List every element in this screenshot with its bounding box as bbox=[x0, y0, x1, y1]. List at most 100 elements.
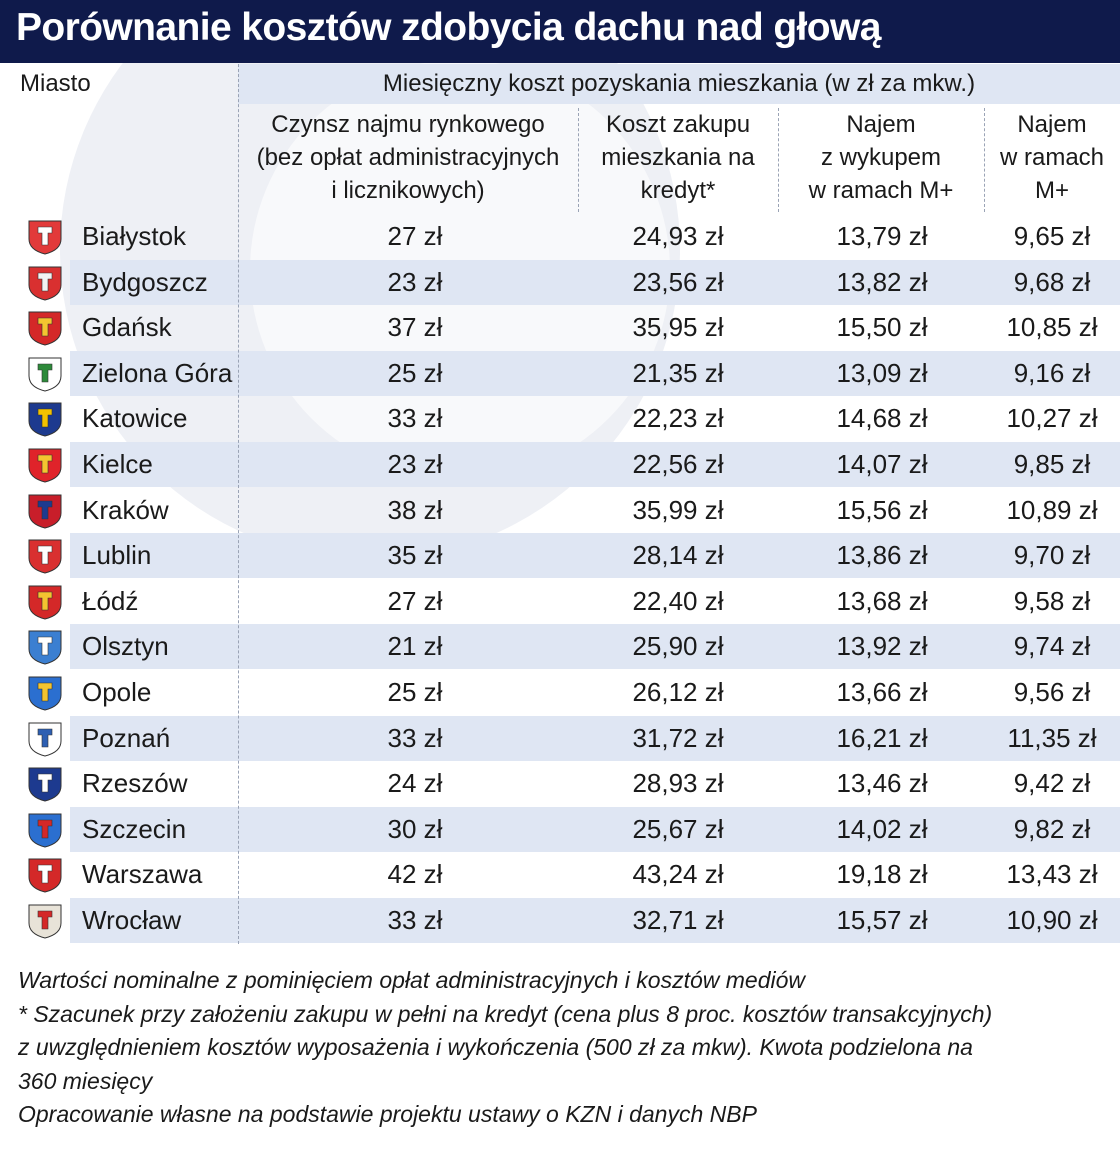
katowice-crest-icon bbox=[28, 402, 62, 437]
table-cell: 32,71 zł bbox=[632, 905, 724, 935]
table-cell: 25 zł bbox=[387, 357, 443, 388]
table-cell: 9,85 zł bbox=[1013, 449, 1091, 479]
city-name: Gdańsk bbox=[82, 312, 172, 343]
column-header-line: w ramach M+ bbox=[808, 177, 954, 204]
gdansk-crest-icon bbox=[28, 311, 62, 346]
city-name: Lublin bbox=[82, 540, 152, 571]
kielce-crest-icon bbox=[28, 448, 62, 483]
table-cell: 10,27 zł bbox=[1006, 403, 1098, 434]
table-cell: 10,85 zł bbox=[1006, 312, 1098, 343]
table-cell: 9,74 zł bbox=[1013, 631, 1091, 662]
table-row: Wrocław 33 zł 32,71 zł 15,57 zł 10,90 zł bbox=[0, 898, 1120, 943]
city-name: Rzeszów bbox=[82, 768, 188, 799]
column-header-line: i licznikowych) bbox=[331, 177, 485, 204]
column-header-line: Najem bbox=[846, 111, 916, 138]
table-row: Katowice 33 zł 22,23 zł 14,68 zł 10,27 zł bbox=[0, 396, 1120, 441]
olsztyn-crest-icon bbox=[28, 630, 62, 665]
footnote-line: 360 miesięcy bbox=[18, 1067, 153, 1094]
table-cell: 30 zł bbox=[387, 813, 443, 844]
city-name: Kraków bbox=[82, 494, 169, 525]
bydgoszcz-crest-icon bbox=[28, 266, 62, 301]
divider bbox=[984, 108, 985, 212]
row-header-label: Miasto bbox=[20, 70, 91, 97]
footnote-line: z uwzględnieniem kosztów wyposażenia i w… bbox=[18, 1034, 973, 1060]
table-cell: 38 zł bbox=[387, 494, 443, 525]
table-cell: 43,24 zł bbox=[632, 859, 724, 890]
city-name: Szczecin bbox=[82, 813, 187, 844]
warszawa-crest-icon bbox=[28, 858, 62, 893]
table-cell: 13,82 zł bbox=[836, 266, 928, 297]
table-cell: 13,79 zł bbox=[836, 221, 928, 251]
row-shade bbox=[70, 350, 1120, 396]
table-cell: 31,72 zł bbox=[632, 722, 724, 753]
table-row: Białystok 27 zł 24,93 zł 13,79 zł 9,65 zł bbox=[0, 214, 1120, 259]
column-header-line: kredyt* bbox=[640, 177, 716, 204]
table-cell: 10,90 zł bbox=[1006, 905, 1098, 935]
table-cell: 21,35 zł bbox=[632, 357, 724, 388]
table-cell: 33 zł bbox=[387, 403, 443, 434]
group-header: Miesięczny koszt pozyskania mieszkania (… bbox=[238, 64, 1120, 104]
table-cell: 14,68 zł bbox=[836, 403, 928, 434]
table-row: Kielce 23 zł 22,56 zł 14,07 zł 9,85 zł bbox=[0, 442, 1120, 487]
table-cell: 24 zł bbox=[387, 768, 443, 799]
city-name: Wrocław bbox=[82, 905, 182, 935]
footnote-line: Opracowanie własne na podstawie projektu… bbox=[18, 1101, 757, 1127]
table-cell: 24,93 zł bbox=[632, 221, 724, 251]
table-cell: 13,92 zł bbox=[836, 631, 928, 662]
table-cell: 9,65 zł bbox=[1013, 221, 1091, 251]
column-header-line: M+ bbox=[1034, 177, 1069, 204]
table-cell: 22,23 zł bbox=[632, 403, 724, 434]
table-cell: 23 zł bbox=[387, 266, 443, 297]
table-cell: 9,56 zł bbox=[1013, 677, 1091, 707]
rzeszow-crest-icon bbox=[28, 767, 62, 802]
table-cell: 25,90 zł bbox=[632, 631, 724, 662]
row-shade bbox=[70, 898, 1120, 943]
table-cell: 9,16 zł bbox=[1013, 357, 1091, 388]
city-name: Poznań bbox=[82, 722, 171, 753]
table-cell: 23 zł bbox=[387, 449, 443, 479]
table-cell: 14,02 zł bbox=[836, 813, 928, 844]
table-row: Opole 25 zł 26,12 zł 13,66 zł 9,56 zł bbox=[0, 670, 1120, 715]
krakow-crest-icon bbox=[28, 494, 62, 529]
row-shade bbox=[70, 715, 1120, 761]
table-row: Warszawa 42 zł 43,24 zł 19,18 zł 13,43 zł bbox=[0, 852, 1120, 897]
table-cell: 13,68 zł bbox=[836, 585, 928, 616]
table-cell: 11,35 zł bbox=[1007, 722, 1097, 753]
table-row: Olsztyn 21 zł 25,90 zł 13,92 zł 9,74 zł bbox=[0, 624, 1120, 670]
city-name: Zielona Góra bbox=[82, 357, 233, 388]
table-cell: 10,89 zł bbox=[1006, 494, 1098, 525]
city-name: Białystok bbox=[82, 221, 187, 251]
table-row: Bydgoszcz 23 zł 23,56 zł 13,82 zł 9,68 zł bbox=[0, 259, 1120, 305]
table-cell: 9,68 zł bbox=[1013, 266, 1091, 297]
table-cell: 23,56 zł bbox=[632, 266, 724, 297]
row-shade bbox=[70, 533, 1120, 579]
szczecin-crest-icon bbox=[28, 813, 62, 848]
table-cell: 42 zł bbox=[387, 859, 443, 890]
footnote-line: Wartości nominalne z pominięciem opłat a… bbox=[18, 967, 805, 993]
column-header-rent-to-own: Najem z wykupem w ramach M+ bbox=[778, 108, 984, 207]
table-cell: 9,58 zł bbox=[1013, 585, 1091, 616]
table-cell: 22,40 zł bbox=[632, 585, 724, 616]
table-cell: 15,56 zł bbox=[836, 494, 928, 525]
table-row: Łódź 27 zł 22,40 zł 13,68 zł 9,58 zł bbox=[0, 579, 1120, 624]
city-name: Bydgoszcz bbox=[82, 266, 208, 297]
group-header-label: Miesięczny koszt pozyskania mieszkania (… bbox=[382, 70, 976, 97]
city-name: Katowice bbox=[82, 403, 188, 434]
row-shade bbox=[70, 806, 1120, 852]
table-cell: 13,46 zł bbox=[836, 768, 928, 799]
table-row: Poznań 33 zł 31,72 zł 16,21 zł 11,35 zł bbox=[0, 715, 1120, 761]
table-cell: 35,95 zł bbox=[632, 312, 724, 343]
table-row: Gdańsk 37 zł 35,95 zł 15,50 zł 10,85 zł bbox=[0, 305, 1120, 350]
table-cell: 9,42 zł bbox=[1013, 768, 1091, 799]
table-row: Rzeszów 24 zł 28,93 zł 13,46 zł 9,42 zł bbox=[0, 761, 1120, 806]
table-row: Kraków 38 zł 35,99 zł 15,56 zł 10,89 zł bbox=[0, 488, 1120, 533]
table-cell: 33 zł bbox=[387, 722, 443, 753]
table-cell: 14,07 zł bbox=[836, 449, 928, 479]
column-header-line: mieszkania na bbox=[601, 144, 755, 171]
column-header-line: w ramach bbox=[999, 144, 1105, 171]
column-header-rent: Czynsz najmu rynkowego (bez opłat adminis… bbox=[238, 108, 578, 207]
city-name: Warszawa bbox=[82, 859, 203, 890]
city-name: Olsztyn bbox=[82, 631, 169, 662]
divider bbox=[778, 108, 779, 212]
row-shade bbox=[70, 624, 1120, 670]
